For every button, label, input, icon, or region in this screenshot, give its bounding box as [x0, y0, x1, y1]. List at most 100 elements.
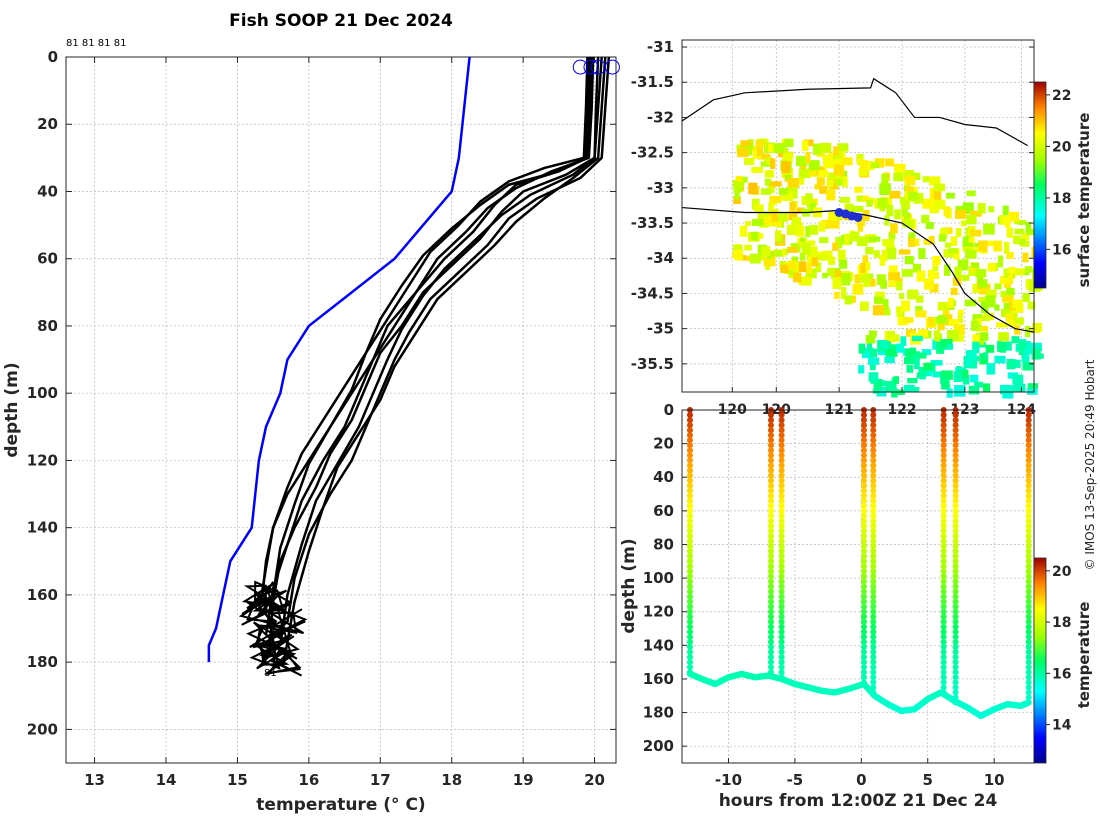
- cast-sample: [778, 558, 785, 565]
- y-tick-label: 180: [27, 653, 58, 671]
- sst-cell: [932, 339, 939, 350]
- section-y-tick-label: 60: [653, 502, 674, 520]
- section-x-tick-label: -10: [715, 771, 742, 789]
- cast-sample: [686, 593, 693, 600]
- y-axis-label: depth (m): [2, 362, 22, 457]
- top-annotation: 81 81 81 81: [66, 38, 126, 49]
- sst-cell: [756, 146, 764, 157]
- sst-cell: [866, 343, 873, 353]
- cast-sample: [1025, 598, 1032, 605]
- cast-sample: [940, 452, 947, 459]
- cast-sample: [940, 442, 947, 449]
- cast-sample: [860, 638, 867, 645]
- cast-sample: [686, 502, 693, 509]
- cast-sample: [952, 543, 959, 550]
- cast-sample: [870, 603, 877, 610]
- cast-sample: [778, 613, 785, 620]
- cast-sample: [940, 417, 947, 424]
- sst-cell: [751, 231, 759, 241]
- sst-cell: [815, 262, 822, 273]
- cast-sample: [778, 412, 785, 419]
- sst-cell: [921, 214, 930, 224]
- sst-cell: [978, 279, 988, 288]
- cast-sample: [870, 507, 877, 514]
- sst-cell: [837, 143, 849, 152]
- sst-cell: [946, 344, 954, 350]
- sst-cell: [1027, 387, 1038, 395]
- sst-cell: [965, 249, 977, 259]
- cast-sample: [767, 457, 774, 464]
- sst-cell: [873, 250, 880, 258]
- cast-sample: [940, 522, 947, 529]
- cast-sample: [870, 553, 877, 560]
- sst-cell: [828, 172, 837, 180]
- sst-cell: [865, 246, 874, 255]
- cast-sample: [1025, 412, 1032, 419]
- sst-cell: [858, 167, 869, 176]
- sst-cell: [821, 219, 830, 229]
- profile-bottom-noise: [249, 641, 291, 670]
- cast-sample: [940, 649, 947, 656]
- cast-sample: [952, 477, 959, 484]
- sst-cell: [976, 274, 984, 283]
- cast-sample: [952, 447, 959, 454]
- sst-cell: [954, 209, 967, 219]
- sst-cell: [785, 174, 791, 181]
- bottom-annotation: 81: [264, 668, 277, 679]
- sst-cell: [970, 320, 979, 331]
- sst-cell: [862, 347, 874, 359]
- cast-sample: [860, 543, 867, 550]
- cast-sample: [870, 548, 877, 555]
- cast-sample: [686, 507, 693, 514]
- cast-sample: [686, 623, 693, 630]
- sst-cell: [757, 213, 767, 224]
- cast-sample: [860, 568, 867, 575]
- ship-track-point: [853, 212, 863, 222]
- sst-cell: [925, 222, 934, 230]
- cast-sample: [686, 517, 693, 524]
- sst-cell: [778, 188, 788, 196]
- sst-cell: [870, 162, 880, 169]
- sst-cell: [787, 260, 797, 270]
- sst-cell: [1017, 239, 1026, 245]
- sst-cell: [885, 349, 898, 357]
- colorbar-label: temperature: [1075, 602, 1093, 709]
- cast-sample: [952, 472, 959, 479]
- sst-cell: [773, 143, 785, 154]
- sst-cell: [1008, 266, 1016, 275]
- sst-cell: [834, 291, 840, 299]
- map-y-tick-label: -32: [647, 108, 674, 126]
- cast-sample: [952, 427, 959, 434]
- cast-sample: [767, 548, 774, 555]
- cast-sample: [686, 608, 693, 615]
- sst-cell: [811, 257, 819, 267]
- sst-cell: [922, 198, 932, 209]
- cast-sample: [1025, 512, 1032, 519]
- cast-sample: [940, 533, 947, 540]
- sst-cell: [860, 262, 866, 274]
- sst-cell: [896, 282, 903, 291]
- sst-cell: [764, 178, 772, 186]
- sst-cell: [1008, 320, 1016, 327]
- sst-cell: [938, 234, 947, 242]
- cast-sample: [940, 517, 947, 524]
- sst-cell: [1006, 227, 1013, 238]
- cast-sample: [952, 593, 959, 600]
- cast-sample: [870, 528, 877, 535]
- cast-sample: [1025, 623, 1032, 630]
- sst-cell: [812, 143, 821, 155]
- cast-sample: [860, 588, 867, 595]
- cast-sample: [952, 654, 959, 661]
- sst-cell: [833, 164, 845, 176]
- sst-cell: [972, 334, 980, 345]
- sst-cell: [962, 202, 974, 214]
- sst-cell: [885, 158, 895, 167]
- sst-cell: [1021, 233, 1030, 241]
- cast-sample: [952, 669, 959, 676]
- cast-sample: [940, 548, 947, 555]
- cast-sample: [767, 623, 774, 630]
- sst-cell: [844, 233, 850, 246]
- sst-cell: [908, 235, 915, 248]
- cast-sample: [686, 553, 693, 560]
- cast-sample: [860, 608, 867, 615]
